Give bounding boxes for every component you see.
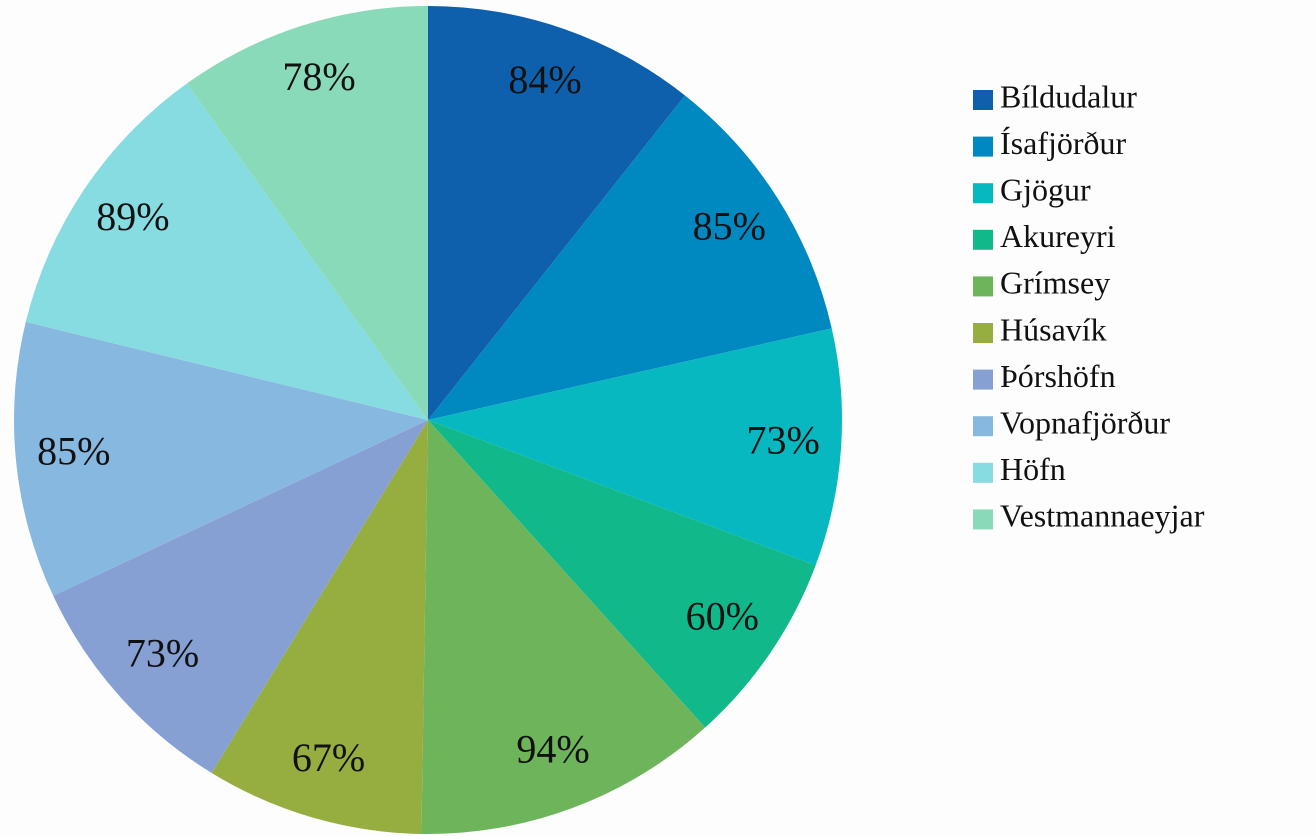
pie-slice: [186, 6, 428, 420]
data-label: 78%: [282, 54, 355, 99]
legend-label: Grímsey: [1000, 265, 1110, 301]
data-label: 94%: [516, 727, 589, 772]
data-label: 89%: [96, 194, 169, 239]
pie-slice: [428, 328, 842, 566]
legend-label: Vestmannaeyjar: [1000, 498, 1205, 534]
legend-label: Bíldudalur: [1000, 78, 1137, 114]
data-label: 85%: [37, 429, 110, 474]
data-label: 60%: [686, 594, 759, 639]
legend-swatch: [973, 90, 993, 110]
legend-swatch: [973, 276, 993, 297]
data-label: 67%: [292, 735, 365, 780]
legend-swatch: [973, 509, 993, 530]
legend-swatch: [973, 416, 993, 437]
legend-label: Akureyri: [1000, 218, 1116, 254]
legend-swatch: [973, 136, 993, 157]
pie-slice: [53, 420, 428, 773]
legend-label: Húsavík: [1000, 311, 1107, 347]
pie-slice: [428, 420, 816, 728]
legend-label: Vopnafjörður: [1000, 405, 1170, 441]
data-label: 85%: [693, 203, 766, 248]
legend-label: Gjögur: [1000, 172, 1091, 208]
data-label: 73%: [126, 630, 199, 675]
pie-slice: [13, 321, 428, 596]
legend-swatch: [973, 323, 993, 343]
legend-label: Ísafjörður: [1000, 125, 1127, 161]
legend-swatch: [973, 183, 993, 204]
pie-slice: [421, 420, 706, 835]
legend-label: Höfn: [1000, 451, 1066, 487]
pie-slice: [211, 420, 428, 834]
data-label: 73%: [747, 417, 820, 462]
legend-label: Þórshöfn: [1000, 358, 1116, 394]
legend-swatch: [973, 229, 993, 250]
data-label: 84%: [508, 57, 581, 102]
legend-swatch: [973, 462, 993, 483]
pie-slice: [428, 6, 686, 420]
pie-slice: [25, 83, 429, 420]
legend-swatch: [973, 369, 993, 390]
pie-slice: [428, 95, 832, 420]
